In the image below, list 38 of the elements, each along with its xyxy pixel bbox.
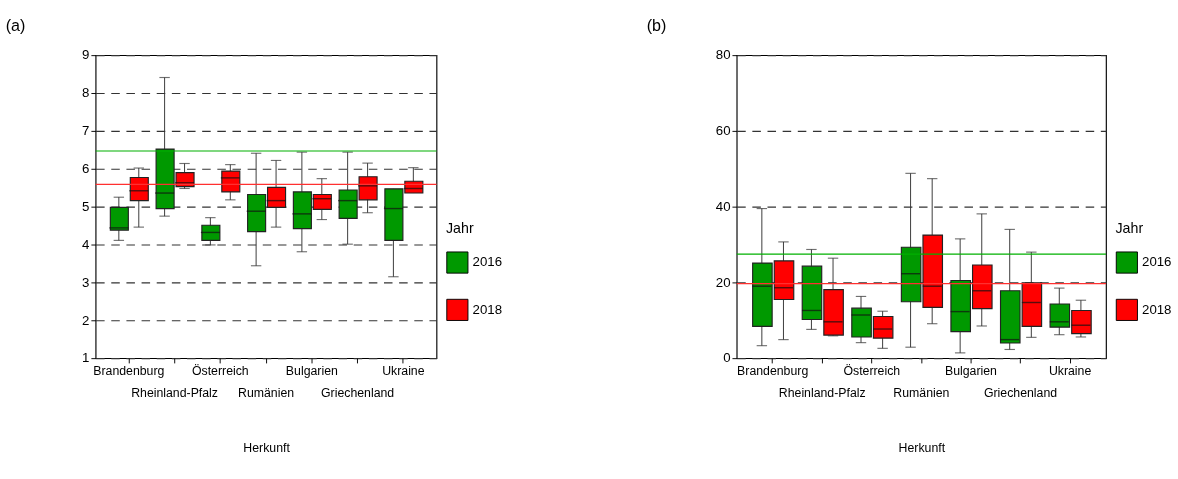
chart-title: (a) bbox=[5, 16, 26, 35]
x-tick-label: Bulgarien bbox=[944, 363, 998, 378]
legend-title: Jahr bbox=[1115, 220, 1144, 237]
x-tick-label: Rumänien bbox=[238, 386, 295, 401]
y-tick-label: 3 bbox=[82, 274, 90, 290]
y-tick-label: 9 bbox=[82, 47, 90, 63]
y-tick-label: 20 bbox=[715, 274, 731, 290]
x-tick-label: Österreich bbox=[191, 363, 249, 378]
x-tick-label: Brandenburg bbox=[737, 363, 809, 378]
x-tick-label: Bulgarien bbox=[285, 363, 338, 378]
y-tick-label: 2 bbox=[82, 312, 90, 328]
x-tick-label: Brandenburg bbox=[93, 363, 165, 378]
x-tick-label: Ukraine bbox=[1048, 363, 1092, 378]
x-tick-label: Rheinland-Pfalz bbox=[131, 386, 218, 401]
x-axis-title: Herkunft bbox=[898, 441, 946, 456]
legend-title: Jahr bbox=[446, 220, 474, 237]
legend-label: 2018 bbox=[472, 301, 503, 317]
x-tick-label: Rumänien bbox=[893, 386, 950, 401]
y-tick-label: 7 bbox=[82, 123, 90, 139]
x-tick-label: Griechenland bbox=[983, 386, 1058, 401]
chart-title: (b) bbox=[646, 16, 667, 35]
legend-label: 2018 bbox=[1142, 301, 1172, 317]
legend-label: 2016 bbox=[1142, 254, 1172, 270]
x-axis-title: Herkunft bbox=[243, 441, 291, 456]
y-tick-label: 0 bbox=[723, 350, 731, 366]
y-tick-label: 6 bbox=[82, 161, 90, 177]
x-tick-label: Griechenland bbox=[321, 386, 395, 401]
y-tick-label: 1 bbox=[82, 350, 90, 366]
y-tick-label: 4 bbox=[82, 236, 90, 252]
y-tick-label: 60 bbox=[715, 123, 731, 139]
y-tick-label: 8 bbox=[82, 85, 90, 101]
y-tick-label: 80 bbox=[715, 47, 731, 63]
x-tick-label: Rheinland-Pfalz bbox=[778, 386, 866, 401]
x-tick-label: Ukraine bbox=[382, 363, 425, 378]
y-tick-label: 5 bbox=[82, 198, 90, 214]
legend-label: 2016 bbox=[472, 254, 503, 270]
x-tick-label: Österreich bbox=[843, 363, 901, 378]
y-tick-label: 40 bbox=[715, 198, 731, 214]
